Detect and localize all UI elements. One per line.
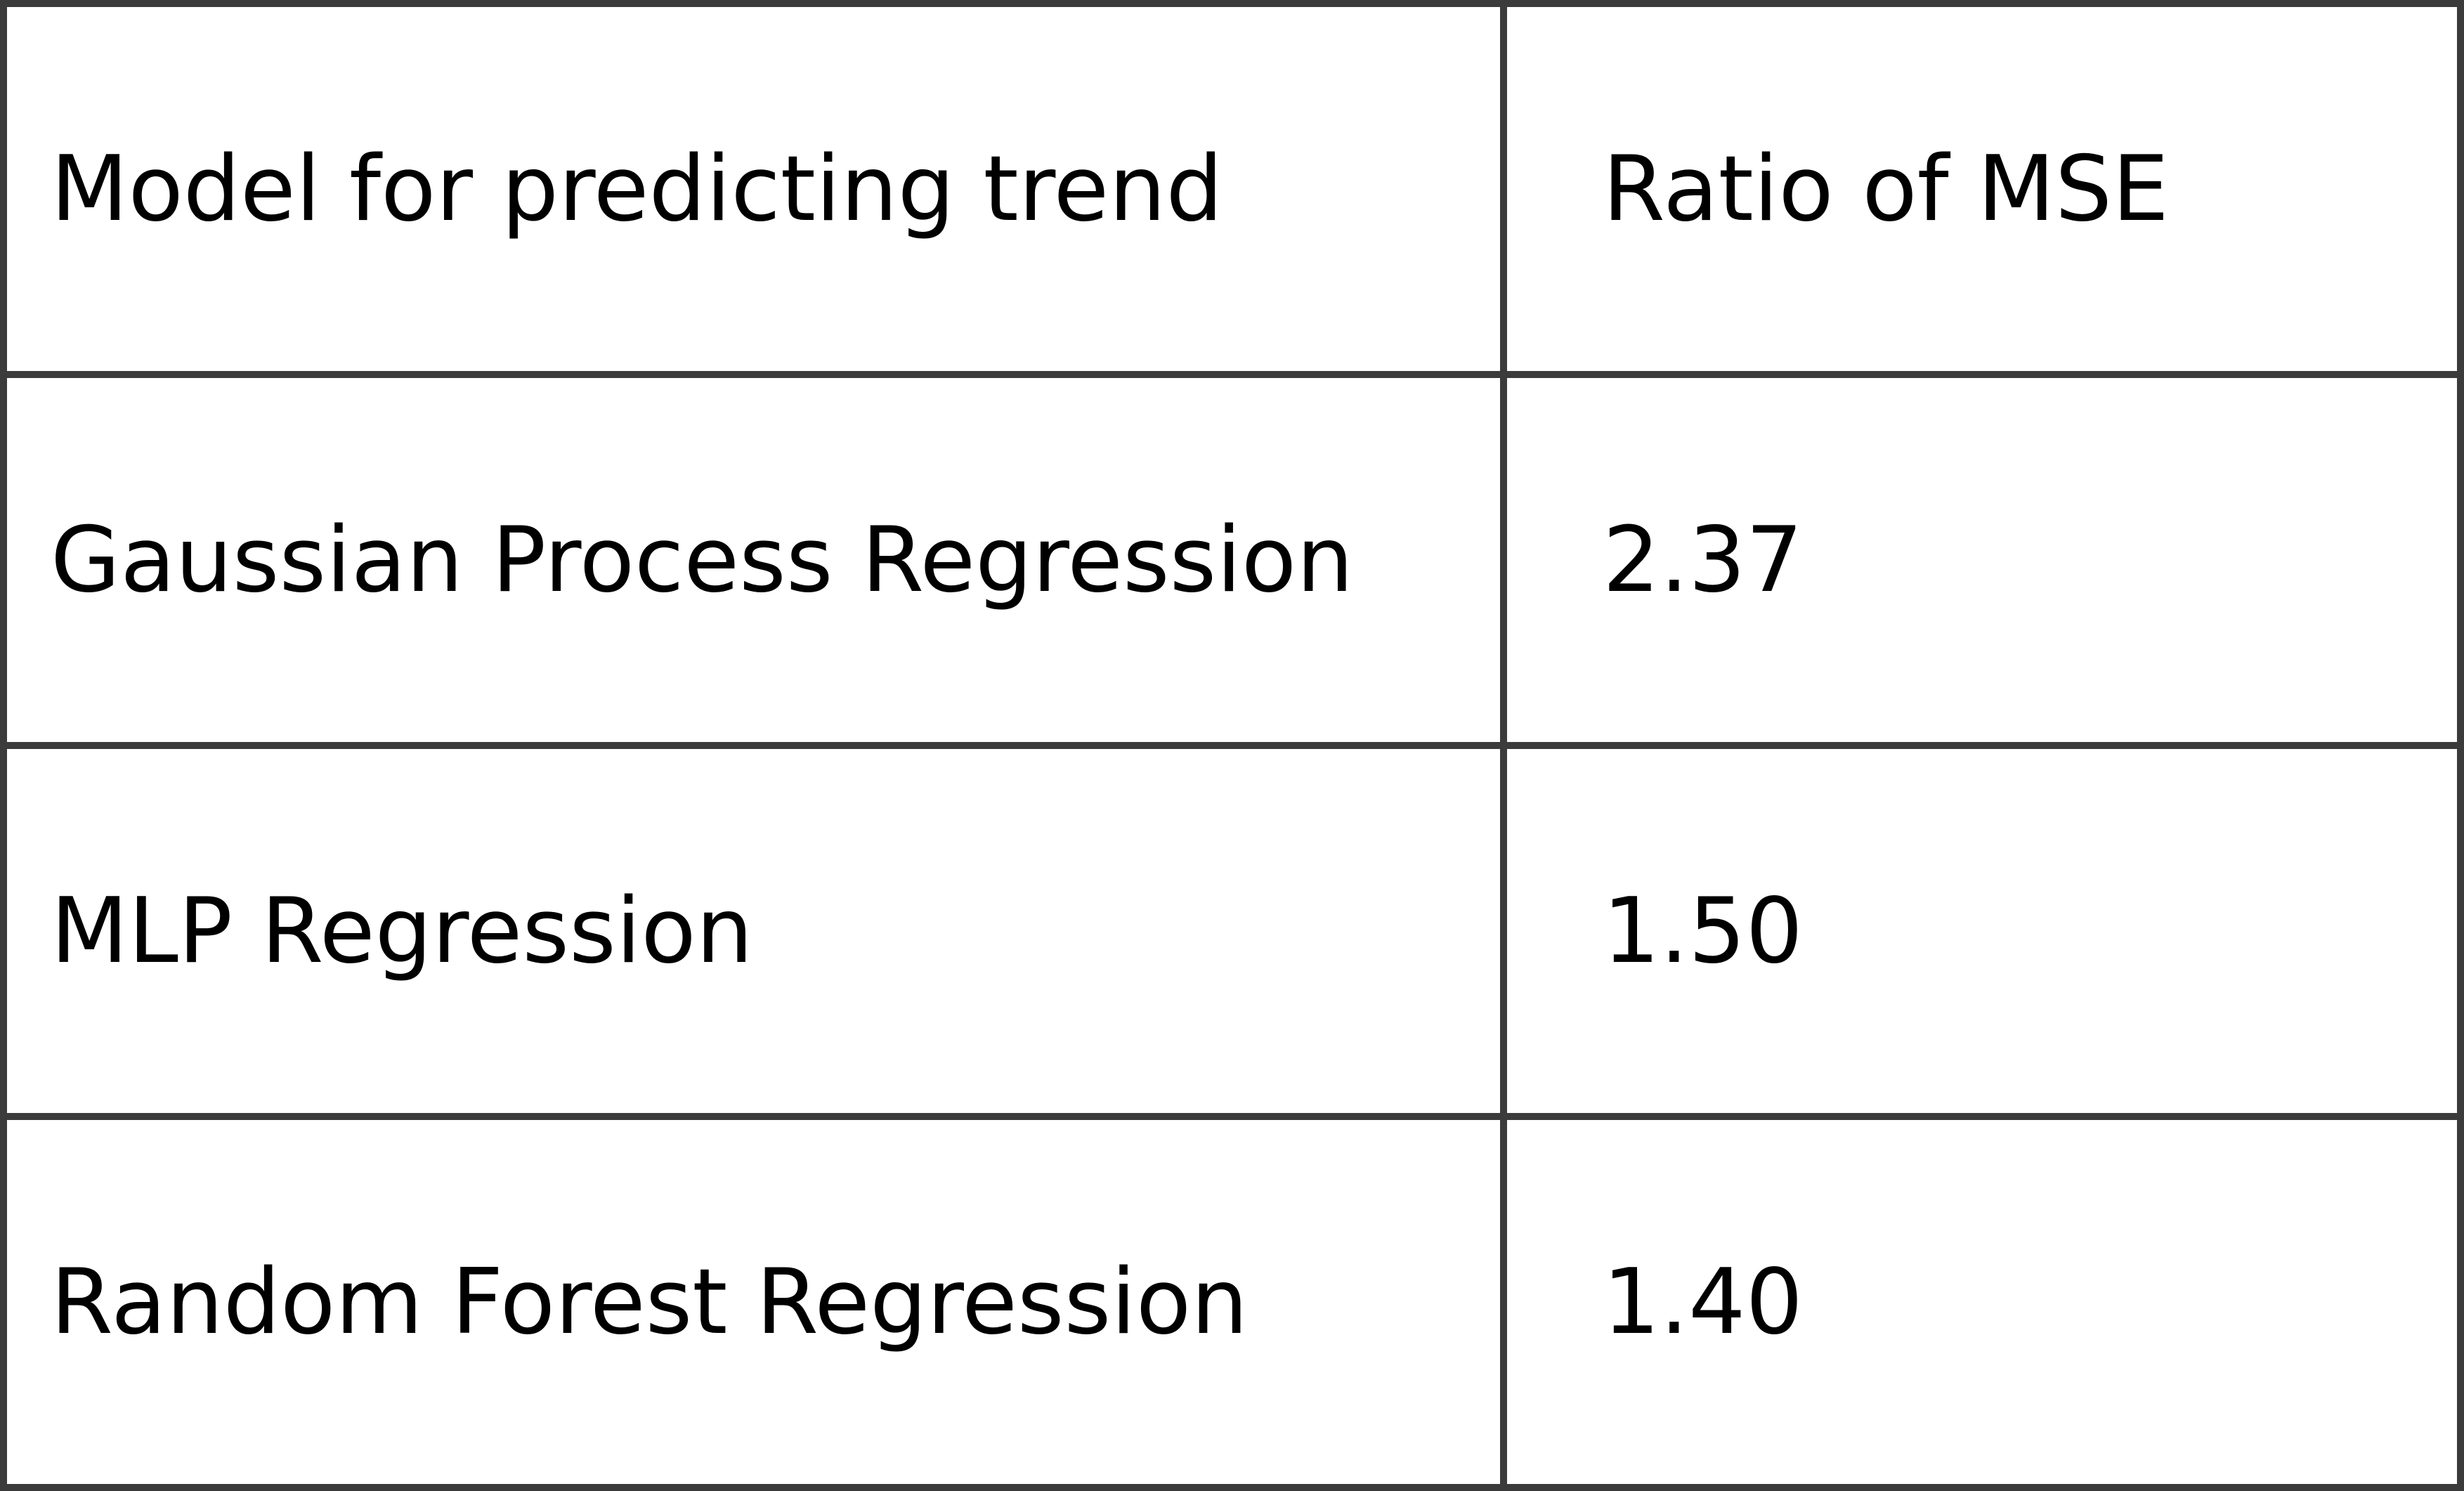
header-model-cell: Model for predicting trend [0, 0, 1507, 378]
ratio-cell: 1.40 [1500, 1113, 2464, 1491]
model-cell: MLP Regression [0, 742, 1507, 1120]
ratio-cell: 1.50 [1500, 742, 2464, 1120]
table-header-row: Model for predicting trend Ratio of MSE [0, 0, 2464, 378]
ratio-cell: 2.37 [1500, 371, 2464, 749]
table-row: MLP Regression 1.50 [0, 742, 2464, 1120]
header-ratio-cell: Ratio of MSE [1500, 0, 2464, 378]
model-cell: Random Forest Regression [0, 1113, 1507, 1491]
model-cell: Gaussian Process Regression [0, 371, 1507, 749]
table-row: Gaussian Process Regression 2.37 [0, 371, 2464, 749]
table-row: Random Forest Regression 1.40 [0, 1113, 2464, 1491]
